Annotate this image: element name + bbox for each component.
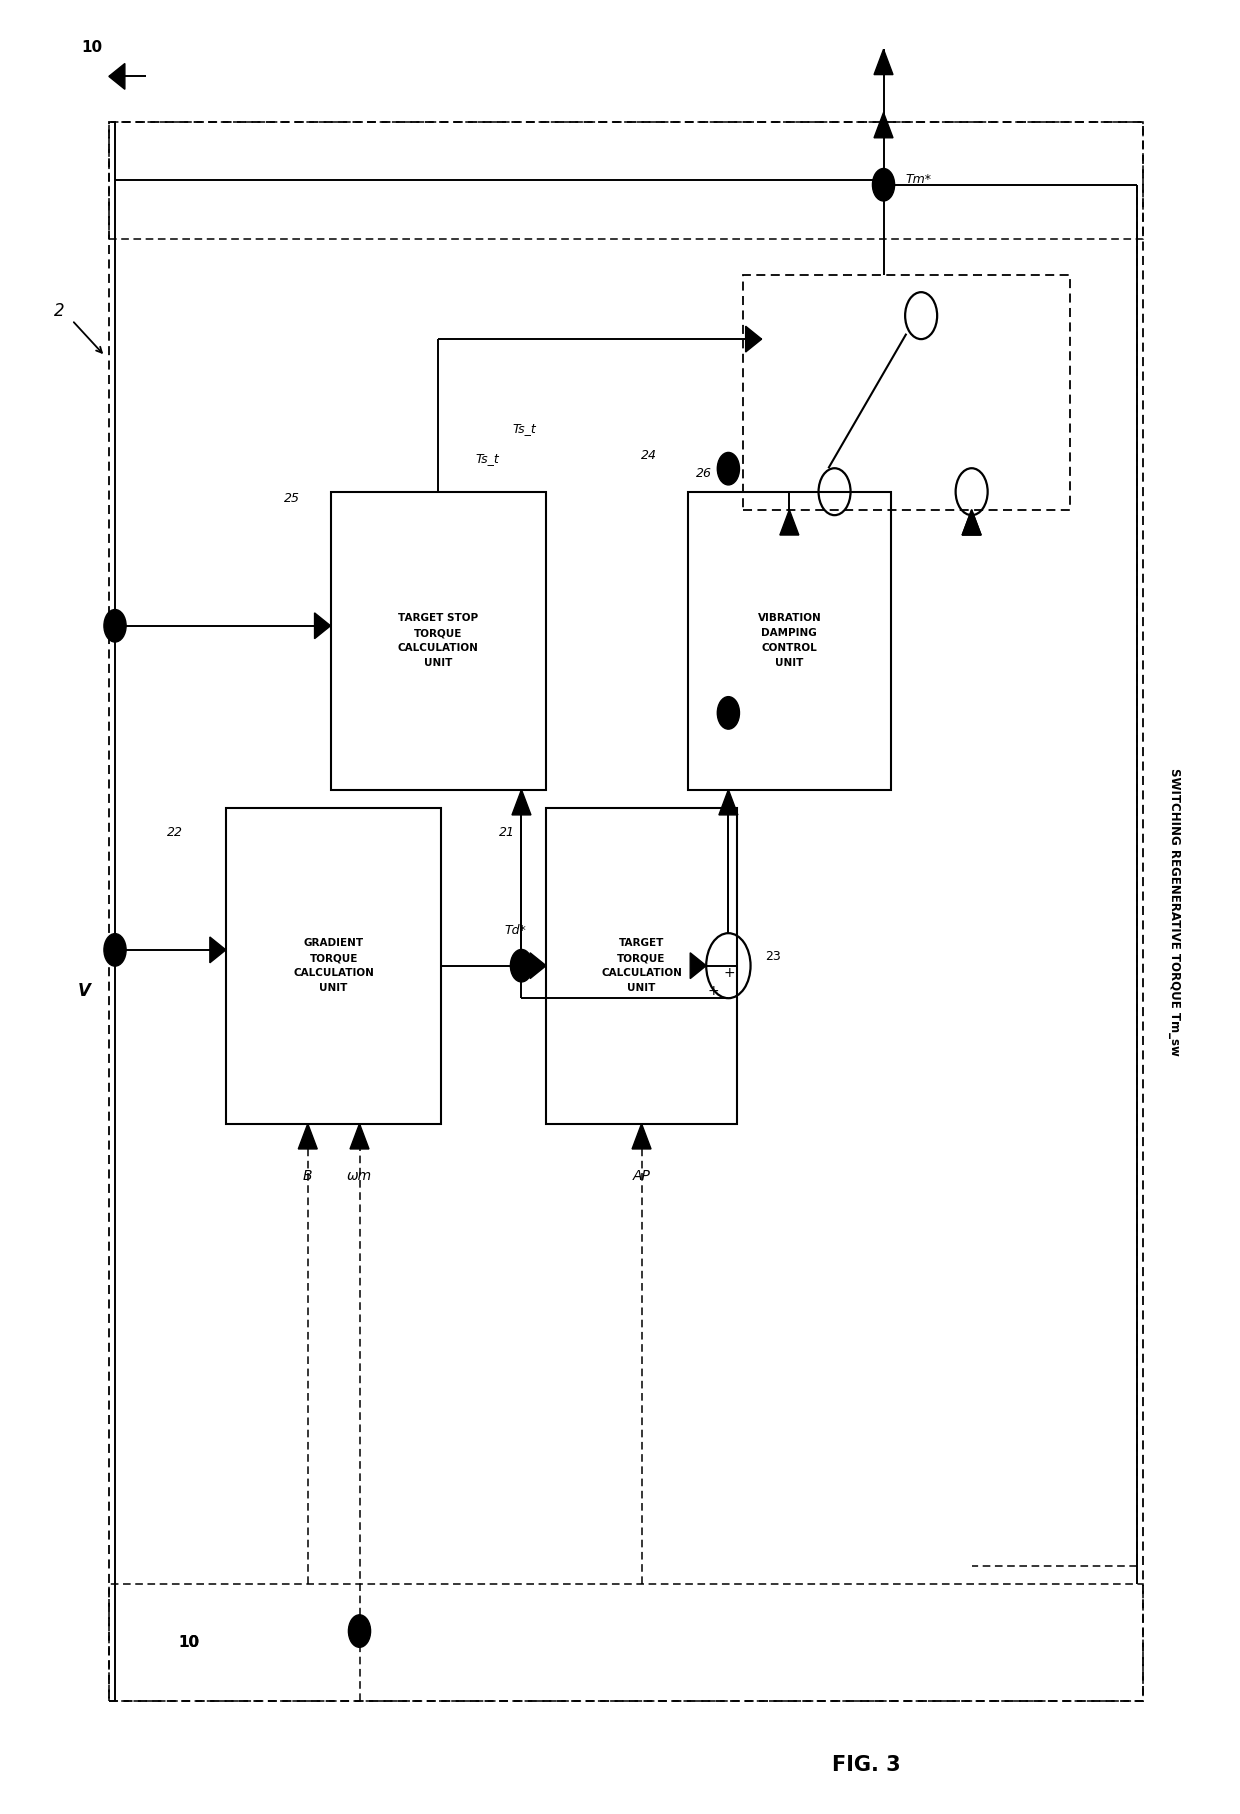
Text: ωm: ωm xyxy=(347,1168,372,1183)
Circle shape xyxy=(104,610,126,642)
Polygon shape xyxy=(780,510,799,535)
Bar xyxy=(743,276,1070,510)
Circle shape xyxy=(717,697,739,729)
Text: +: + xyxy=(724,965,735,980)
Bar xyxy=(688,492,892,789)
Polygon shape xyxy=(632,1123,651,1148)
Text: Ts_t: Ts_t xyxy=(512,423,537,435)
Text: TARGET STOP
TORQUE
CALCULATION
UNIT: TARGET STOP TORQUE CALCULATION UNIT xyxy=(398,613,479,668)
Polygon shape xyxy=(874,112,893,138)
Bar xyxy=(226,807,441,1123)
Text: B: B xyxy=(303,1168,312,1183)
Text: +: + xyxy=(708,983,719,998)
Text: 25: 25 xyxy=(284,492,300,504)
Polygon shape xyxy=(350,1123,370,1148)
Text: 22: 22 xyxy=(166,825,182,838)
Text: GRADIENT
TORQUE
CALCULATION
UNIT: GRADIENT TORQUE CALCULATION UNIT xyxy=(293,938,374,992)
Polygon shape xyxy=(299,1123,317,1148)
Circle shape xyxy=(104,934,126,967)
Text: 21: 21 xyxy=(500,825,516,838)
Text: TARGET
TORQUE
CALCULATION
UNIT: TARGET TORQUE CALCULATION UNIT xyxy=(601,938,682,992)
Text: 26: 26 xyxy=(697,468,712,481)
Text: Tm*: Tm* xyxy=(905,172,931,185)
Text: AP: AP xyxy=(632,1168,651,1183)
Text: SWITCHING REGENERATIVE TORQUE Tm_sw: SWITCHING REGENERATIVE TORQUE Tm_sw xyxy=(1168,767,1180,1056)
Text: 10: 10 xyxy=(179,1634,200,1651)
Polygon shape xyxy=(962,510,981,535)
Polygon shape xyxy=(315,613,331,639)
Circle shape xyxy=(511,949,532,981)
Bar xyxy=(109,122,1143,1702)
Text: Ts_t: Ts_t xyxy=(475,452,500,464)
Polygon shape xyxy=(691,952,707,978)
Polygon shape xyxy=(719,789,738,814)
Text: 10: 10 xyxy=(179,1634,200,1651)
Polygon shape xyxy=(745,327,761,352)
Bar xyxy=(331,492,546,789)
Text: VIBRATION
DAMPING
CONTROL
UNIT: VIBRATION DAMPING CONTROL UNIT xyxy=(758,613,821,668)
Text: V: V xyxy=(78,981,91,1000)
Text: 23: 23 xyxy=(765,951,781,963)
Text: Td*: Td* xyxy=(505,923,526,936)
Bar xyxy=(109,1584,1143,1702)
Text: 2: 2 xyxy=(55,303,64,319)
Text: 24: 24 xyxy=(641,450,657,463)
Circle shape xyxy=(873,169,894,201)
Text: FIG. 3: FIG. 3 xyxy=(832,1754,900,1774)
Circle shape xyxy=(348,1614,371,1647)
Polygon shape xyxy=(210,938,226,963)
Polygon shape xyxy=(874,49,893,74)
Polygon shape xyxy=(512,789,531,814)
Polygon shape xyxy=(962,510,981,535)
Polygon shape xyxy=(109,63,125,89)
Text: 10: 10 xyxy=(82,40,103,54)
Bar xyxy=(109,122,1143,239)
Bar xyxy=(546,807,737,1123)
Polygon shape xyxy=(529,952,546,978)
Circle shape xyxy=(717,452,739,484)
